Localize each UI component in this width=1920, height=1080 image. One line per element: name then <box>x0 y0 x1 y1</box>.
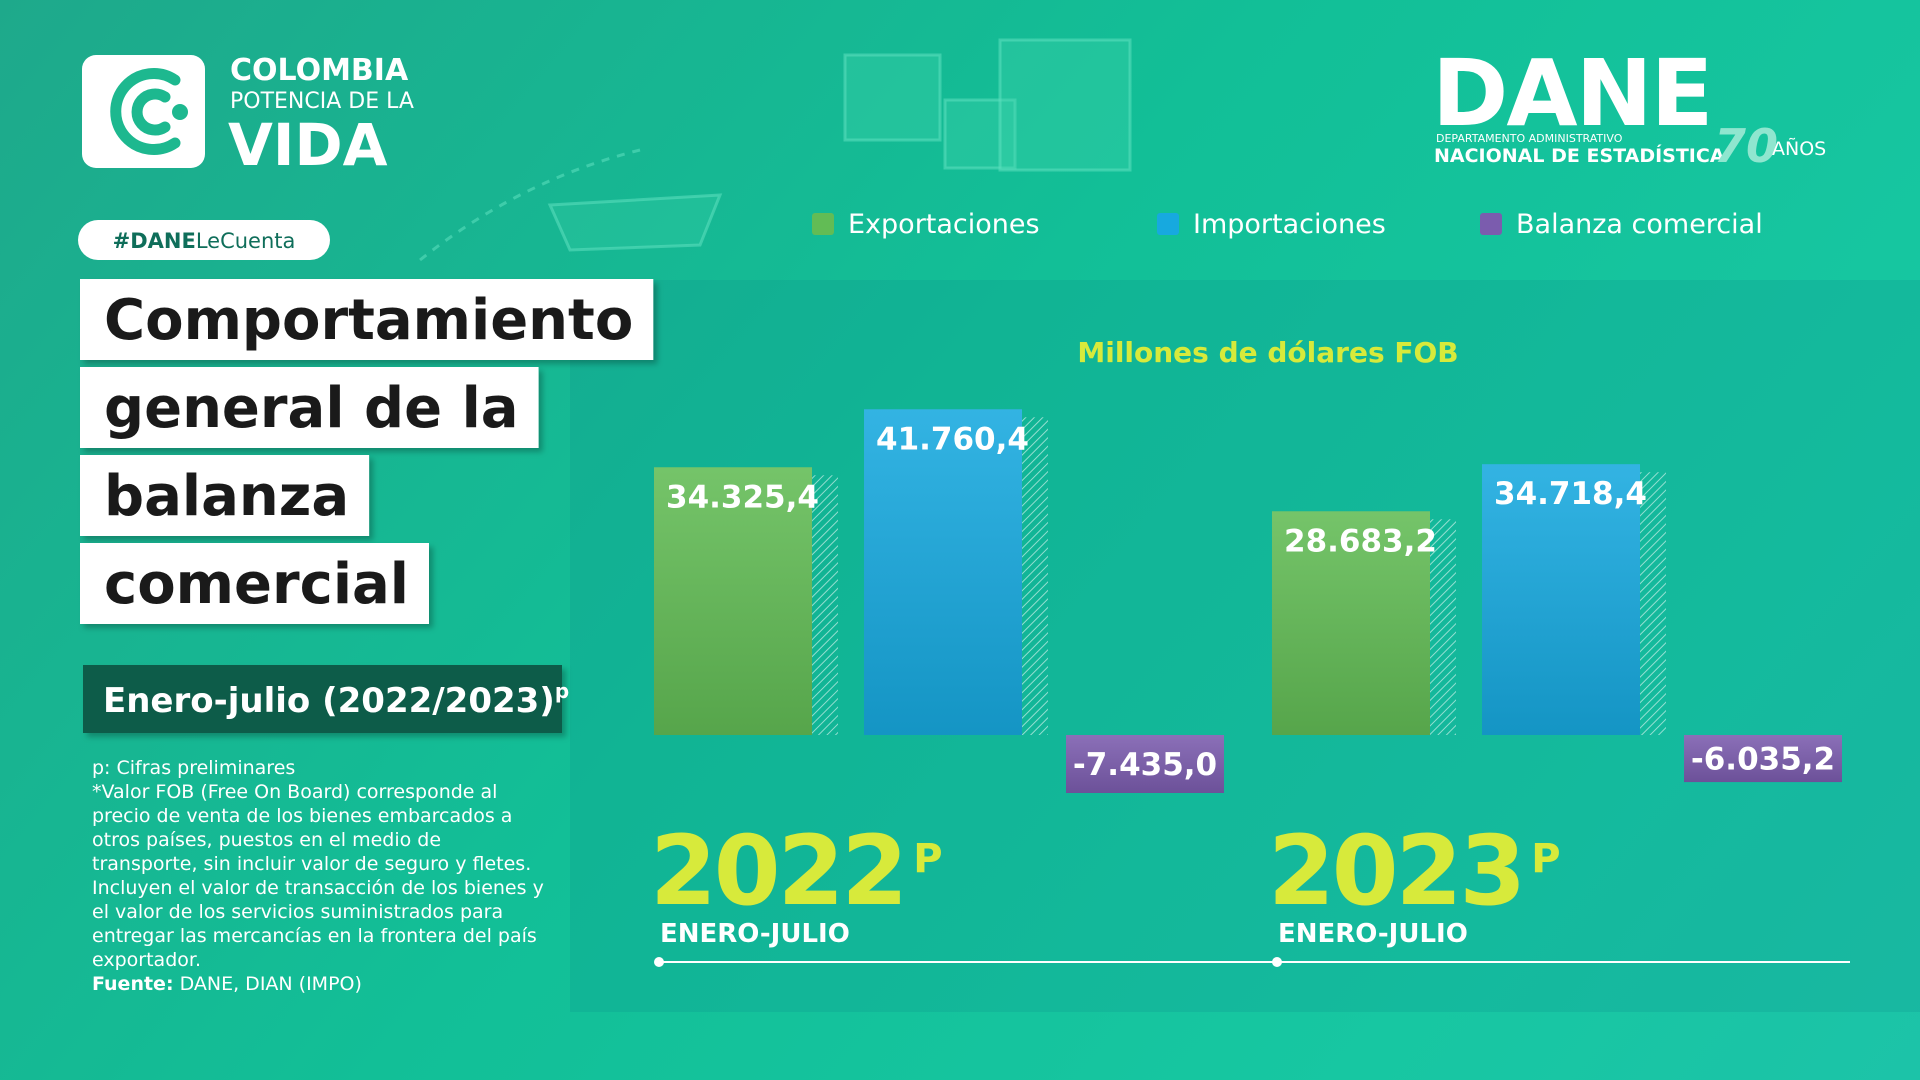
agency-anniversary-word: AÑOS <box>1772 137 1826 160</box>
note-preliminary: p: Cifras preliminares <box>92 757 296 779</box>
bar-shade <box>864 409 1022 735</box>
legend-swatch <box>812 213 834 235</box>
agency-line2: NACIONAL DE ESTADÍSTICA <box>1434 144 1725 167</box>
brand-word: VIDA <box>228 111 388 179</box>
value-label: 34.718,4 <box>1494 476 1647 512</box>
note-source: Fuente: DANE, DIAN (IMPO) <box>92 972 548 996</box>
heading-line: comercial <box>104 552 409 617</box>
legend-label: Balanza comercial <box>1516 209 1763 240</box>
category-label: 2023 <box>1268 815 1523 927</box>
legend-label: Importaciones <box>1193 209 1386 240</box>
hashtag-pill <box>78 220 330 260</box>
bar-shade <box>1482 464 1640 735</box>
timeline-dot <box>1272 957 1282 967</box>
category-sublabel: ENERO-JULIO <box>660 919 850 949</box>
value-label: -7.435,0 <box>1073 747 1217 783</box>
brand-icon-arcs <box>110 68 181 155</box>
heading-line: general de la <box>104 376 519 441</box>
bar-shade <box>1066 735 1224 793</box>
period: Enero-julio (2022/2023)p <box>103 679 569 721</box>
agency-line1: DEPARTAMENTO ADMINISTRATIVO <box>1436 132 1623 145</box>
bar-hatch <box>1022 417 1048 735</box>
heading-box <box>80 279 654 360</box>
period-sup: p <box>555 679 569 703</box>
bar-shade <box>654 467 812 735</box>
unit-label: Millones de dólares FOB <box>1077 336 1458 369</box>
agency-acronym: DANE <box>1432 40 1711 147</box>
category-superscript: P <box>913 836 942 882</box>
category-sublabel: ENERO-JULIO <box>1278 919 1468 949</box>
heading-line: Comportamiento <box>104 288 633 353</box>
source-label: Fuente: <box>92 973 174 995</box>
value-label: -6.035,2 <box>1691 742 1835 778</box>
hashtag-rest: LeCuenta <box>196 229 296 253</box>
legend-swatch <box>1480 213 1502 235</box>
value-label: 34.325,4 <box>666 479 819 515</box>
period-text: Enero-julio (2022/2023) <box>103 681 555 721</box>
bar-shade <box>1684 735 1842 783</box>
heading-line: balanza <box>104 464 349 529</box>
category-label: 2022 <box>650 815 905 927</box>
bar-hatch <box>1640 472 1666 735</box>
timeline-dot <box>654 957 664 967</box>
bar-hatch <box>1430 519 1456 735</box>
agency-anniversary: 70 <box>1714 119 1778 173</box>
decoration <box>419 38 1132 262</box>
source: DANE, DIAN (IMPO) <box>179 973 362 995</box>
brand-icon-dot <box>172 104 188 120</box>
note-fob: *Valor FOB (Free On Board) corresponde a… <box>92 781 544 971</box>
heading-box <box>80 455 370 536</box>
period-box <box>83 665 562 733</box>
hashtag: #DANELeCuenta <box>113 229 296 253</box>
legend-label: Exportaciones <box>848 209 1040 240</box>
brand-country: COLOMBIA <box>230 53 409 88</box>
bar-hatch <box>812 475 838 735</box>
hashtag-bold: #DANE <box>113 229 196 253</box>
legend-swatch <box>1157 213 1179 235</box>
heading-box <box>80 367 539 448</box>
notes: p: Cifras preliminares *Valor FOB (Free … <box>92 756 548 996</box>
bar-shade <box>1272 511 1430 735</box>
category-superscript: P <box>1531 836 1560 882</box>
brand-tagline: POTENCIA DE LA <box>230 89 414 114</box>
heading-box <box>80 543 429 624</box>
value-label: 28.683,2 <box>1284 523 1437 559</box>
value-label: 41.760,4 <box>876 421 1029 457</box>
